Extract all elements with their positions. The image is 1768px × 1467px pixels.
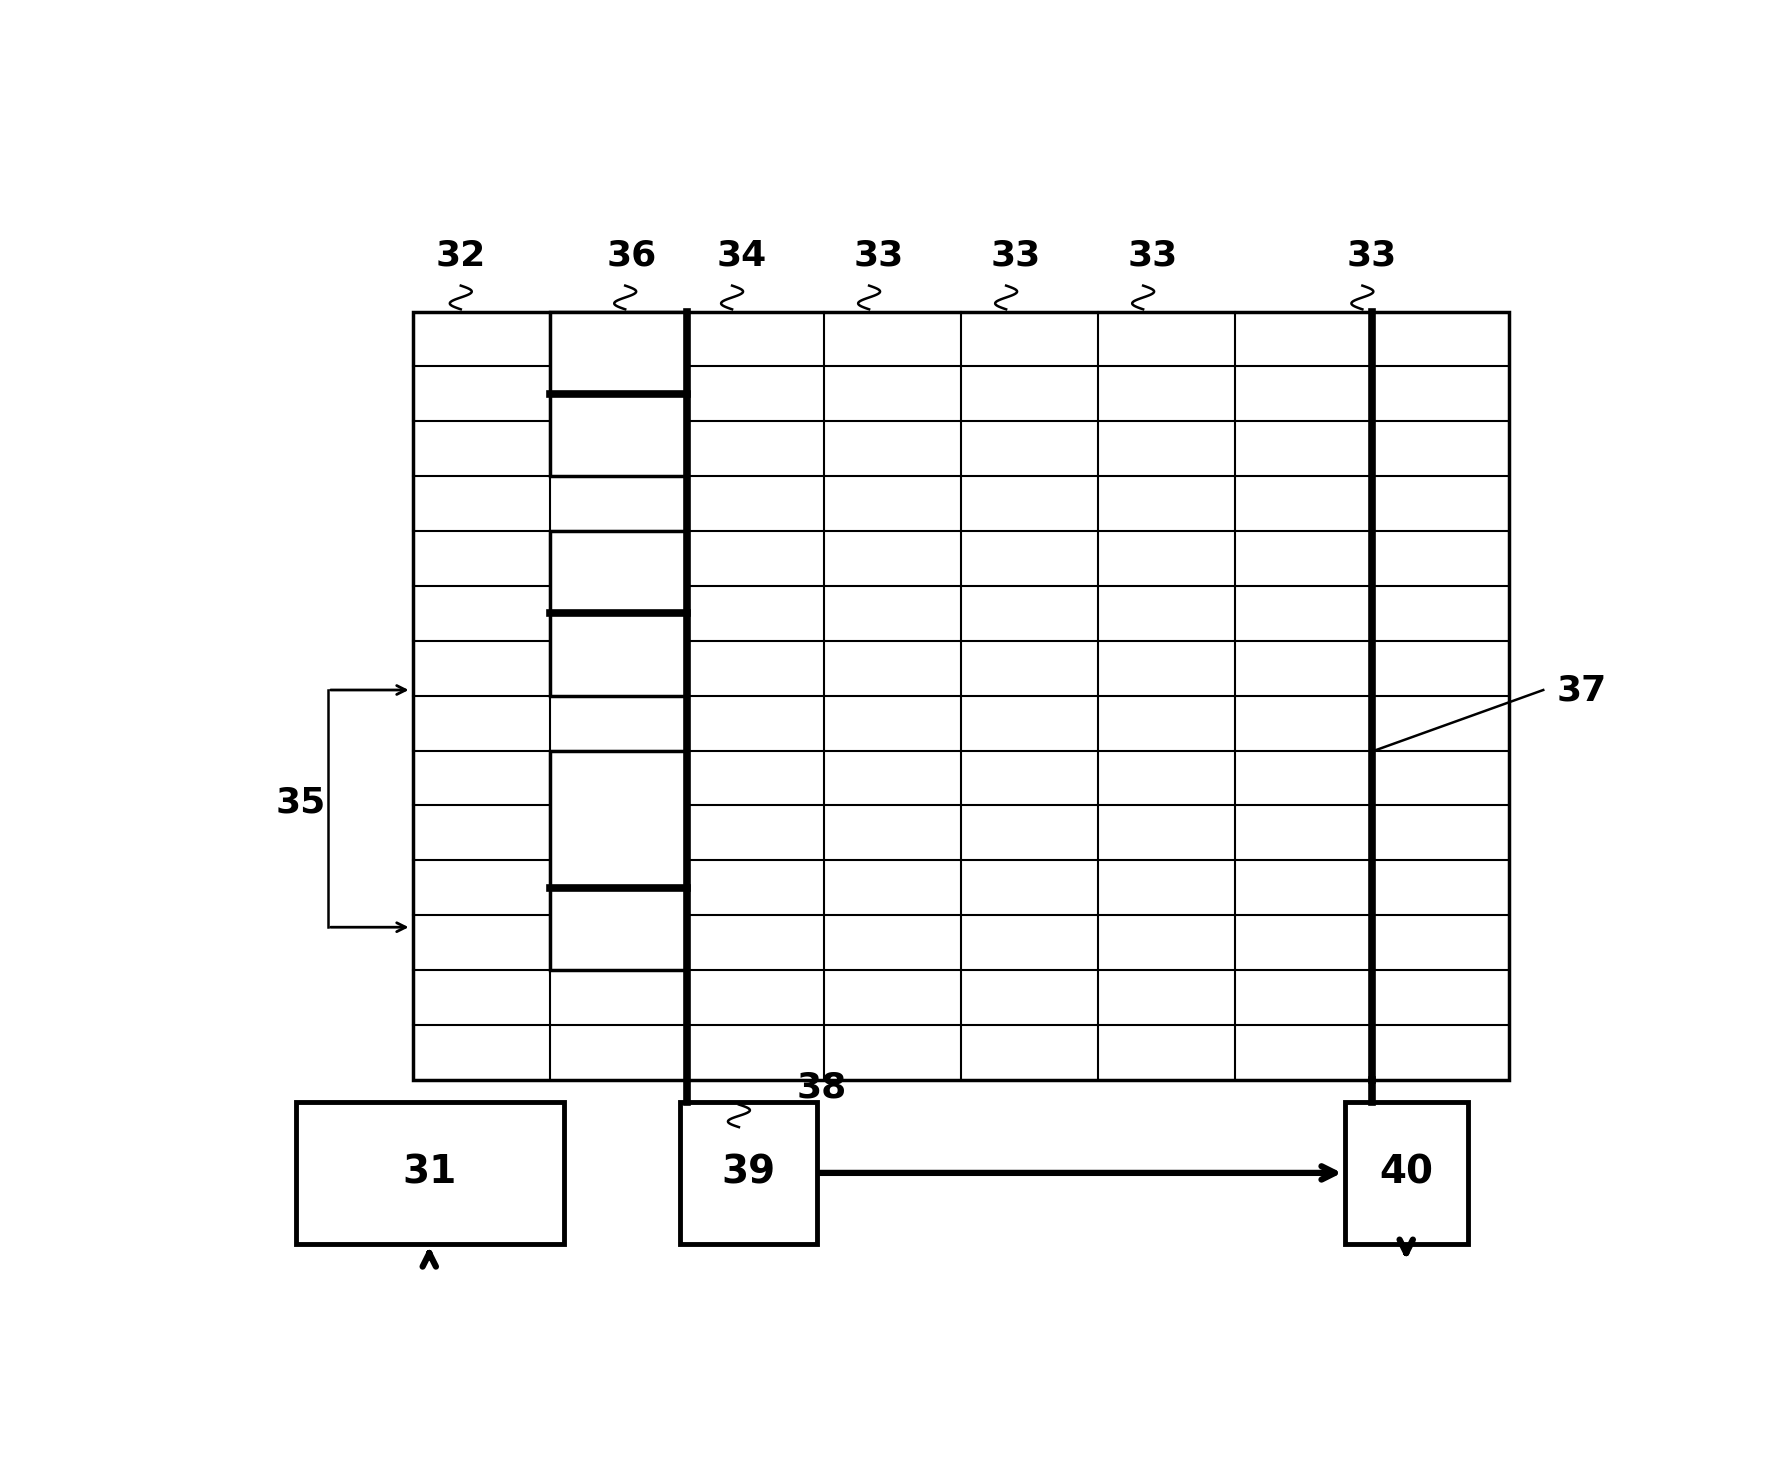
Bar bbox=[681, 1102, 817, 1244]
Text: 38: 38 bbox=[797, 1071, 847, 1105]
Bar bbox=[414, 311, 1510, 1080]
Text: 33: 33 bbox=[990, 238, 1041, 271]
Text: 32: 32 bbox=[435, 238, 486, 271]
Bar bbox=[550, 751, 686, 970]
Bar bbox=[297, 1102, 564, 1244]
Text: 37: 37 bbox=[1558, 673, 1607, 707]
Text: 40: 40 bbox=[1379, 1155, 1434, 1191]
Bar bbox=[550, 531, 686, 695]
Bar bbox=[550, 311, 686, 477]
Text: 34: 34 bbox=[716, 238, 767, 271]
Text: 36: 36 bbox=[606, 238, 658, 271]
Text: 39: 39 bbox=[721, 1155, 776, 1191]
Text: 33: 33 bbox=[854, 238, 903, 271]
Bar bbox=[1345, 1102, 1467, 1244]
Text: 31: 31 bbox=[401, 1155, 456, 1191]
Text: 33: 33 bbox=[1347, 238, 1397, 271]
Text: 35: 35 bbox=[276, 786, 325, 820]
Text: 33: 33 bbox=[1128, 238, 1177, 271]
